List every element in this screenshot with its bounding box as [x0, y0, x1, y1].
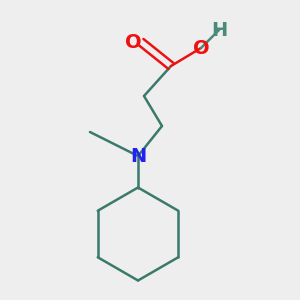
- Text: O: O: [193, 38, 209, 58]
- Text: N: N: [130, 146, 146, 166]
- Text: H: H: [211, 20, 227, 40]
- Text: O: O: [125, 32, 142, 52]
